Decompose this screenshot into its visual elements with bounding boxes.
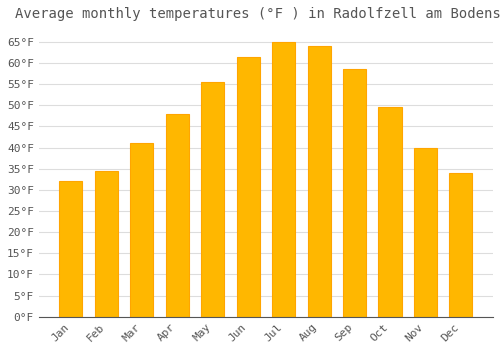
Bar — [166, 114, 189, 317]
Bar — [130, 143, 154, 317]
Bar — [450, 173, 472, 317]
Bar — [95, 171, 118, 317]
Bar — [308, 46, 330, 317]
Bar — [272, 42, 295, 317]
Bar — [236, 57, 260, 317]
Bar — [60, 181, 82, 317]
Title: Average monthly temperatures (°F ) in Radolfzell am Bodensee: Average monthly temperatures (°F ) in Ra… — [14, 7, 500, 21]
Bar — [414, 148, 437, 317]
Bar — [201, 82, 224, 317]
Bar — [378, 107, 402, 317]
Bar — [343, 69, 366, 317]
